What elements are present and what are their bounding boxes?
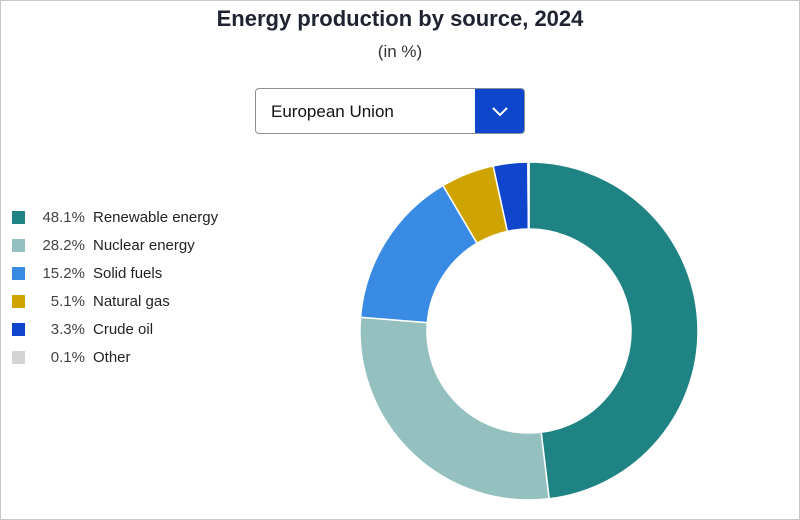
donut-slice-other[interactable] — [527, 161, 530, 230]
chart-title: Energy production by source, 2024 — [216, 6, 584, 31]
legend-swatch — [12, 211, 25, 224]
region-select[interactable]: European Union — [255, 88, 525, 134]
legend-percent: 15.2% — [42, 265, 85, 282]
legend-swatch — [12, 267, 25, 280]
legend-swatch — [12, 351, 25, 364]
region-select-toggle[interactable] — [475, 89, 524, 133]
legend-percent: 0.1% — [50, 349, 85, 366]
legend-swatch — [12, 239, 25, 252]
legend-label: Other — [93, 349, 131, 366]
legend-percent: 5.1% — [50, 293, 85, 310]
legend-percent: 48.1% — [42, 209, 85, 226]
legend-label: Renewable energy — [93, 209, 219, 226]
legend-swatch — [12, 323, 25, 336]
chart-subtitle: (in %) — [377, 42, 423, 61]
legend-label: Crude oil — [93, 321, 154, 338]
legend-swatch — [12, 295, 25, 308]
donut-slice-nuclear-energy[interactable] — [359, 316, 550, 501]
legend-label: Natural gas — [93, 293, 170, 310]
region-select-value: European Union — [271, 102, 394, 121]
legend-label: Nuclear energy — [93, 237, 195, 254]
legend-percent: 28.2% — [42, 237, 85, 254]
chevron-down-icon — [492, 107, 508, 117]
legend-label: Solid fuels — [93, 265, 163, 282]
donut-slice-renewable-energy[interactable] — [528, 161, 699, 500]
legend-percent: 3.3% — [50, 321, 85, 338]
